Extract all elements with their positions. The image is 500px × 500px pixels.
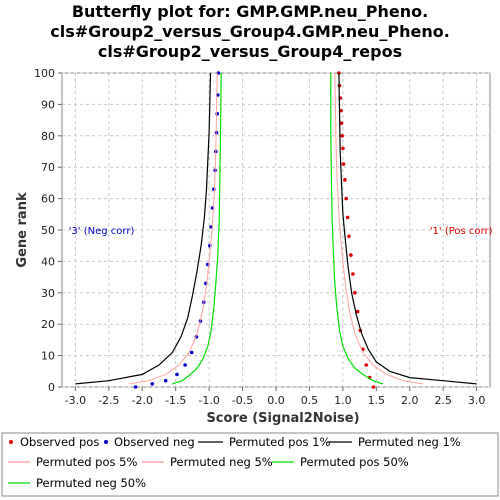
y-tick-label: 100: [34, 67, 55, 80]
data-point-observed-neg: [189, 350, 194, 355]
y-tick-label: 30: [41, 287, 55, 300]
legend-swatch-observed-neg: [104, 440, 108, 444]
data-point-observed-pos: [364, 363, 369, 367]
x-tick-label: -0.5: [232, 394, 253, 407]
data-point-observed-pos: [339, 121, 344, 125]
y-tick-label: 70: [41, 161, 55, 174]
series-line-permuted-neg-50: [172, 72, 222, 385]
x-tick-label: 0.5: [301, 394, 319, 407]
y-tick-label: 20: [41, 318, 55, 331]
x-tick-label: 0.0: [267, 394, 285, 407]
legend-label-permuted-pos-50: Permuted pos 50%: [300, 455, 409, 469]
x-axis-ticks: -3.0 -2.5 -2.0 -1.5 -1.0 -0.5 0.0 0.5 1.0 1.5 2.0 2…: [65, 387, 486, 407]
x-axis-label: Score (Signal2Noise): [206, 411, 359, 426]
annotation-0: '3' (Neg corr): [69, 226, 135, 237]
y-tick-label: 10: [41, 350, 55, 363]
legend-label-permuted-neg-1: Permuted neg 1%: [358, 435, 461, 449]
plot-area: [61, 71, 491, 389]
legend-label-permuted-neg-50: Permuted neg 50%: [36, 476, 146, 490]
x-tick-label: -2.5: [98, 394, 119, 407]
series-line-permuted-pos-50: [330, 73, 384, 385]
data-point-observed-pos: [349, 253, 353, 257]
data-point-observed-pos: [343, 178, 347, 182]
series-layer: [75, 71, 477, 389]
y-tick-label: 80: [41, 130, 55, 143]
x-tick-label: -1.5: [165, 394, 186, 407]
chart-title: Butterfly plot for: GMP.GMP.neu_Pheno. c…: [50, 2, 450, 61]
data-point-observed-pos: [351, 272, 355, 276]
y-tick-label: 0: [48, 381, 55, 394]
y-axis-label: Gene rank: [15, 192, 30, 268]
legend-label-observed-pos: Observed pos: [20, 435, 99, 449]
y-tick-label: 60: [41, 193, 55, 206]
data-point-observed-pos: [347, 234, 351, 239]
series-line-permuted-neg-1: [75, 72, 212, 385]
x-tick-label: -1.0: [198, 394, 219, 407]
data-point-observed-neg: [175, 372, 179, 377]
data-point-observed-neg: [212, 187, 216, 191]
grid-lines: [62, 72, 490, 388]
annotation-1: '1' (Pos corr): [430, 226, 493, 237]
annotations: '3' (Neg corr) '1' (Pos corr): [69, 226, 493, 237]
chart-title-line-2: cls#Group2_versus_Group4.GMP.neu_Pheno.: [50, 22, 450, 41]
data-point-observed-neg: [133, 385, 138, 389]
x-tick-label: 1.5: [368, 394, 386, 407]
legend-swatch-observed-pos: [9, 440, 13, 444]
legend-label-permuted-pos-1: Permuted pos 1%: [229, 435, 330, 449]
chart-title-line-3: cls#Group2_versus_Group4_repos: [98, 42, 402, 61]
y-tick-label: 40: [41, 255, 55, 268]
legend-frame: [1, 432, 499, 497]
x-tick-label: 2.0: [401, 394, 419, 407]
series-line-permuted-pos-1: [338, 72, 477, 385]
legend-label-permuted-pos-5: Permuted pos 5%: [36, 455, 137, 469]
data-point-observed-neg: [150, 382, 155, 386]
data-point-observed-pos: [345, 215, 350, 220]
data-point-observed-pos: [340, 134, 345, 138]
legend: Observed pos Observed neg Permuted pos 1% P…: [1, 432, 499, 497]
data-point-observed-pos: [344, 196, 349, 201]
y-axis-ticks: 0 10 20 30 40 50 60 70 80 90 100: [34, 67, 62, 394]
series-line-permuted-neg-5: [128, 72, 218, 385]
data-point-observed-pos: [355, 309, 360, 314]
x-tick-label: 2.5: [434, 394, 452, 407]
x-tick-label: 3.0: [468, 394, 486, 407]
y-tick-label: 90: [41, 98, 55, 111]
data-point-observed-pos: [371, 385, 376, 389]
y-tick-label: 50: [41, 224, 55, 237]
x-tick-label: -2.0: [132, 394, 153, 407]
data-point-observed-neg: [183, 363, 187, 367]
legend-label-permuted-neg-5: Permuted neg 5%: [170, 455, 273, 469]
series-line-permuted-pos-5: [334, 72, 424, 385]
data-point-observed-pos: [341, 146, 345, 151]
data-point-observed-pos: [341, 162, 346, 166]
data-point-observed-neg: [215, 112, 219, 116]
legend-label-observed-neg: Observed neg: [114, 435, 195, 449]
data-point-observed-neg: [163, 378, 168, 383]
data-point-observed-pos: [353, 291, 357, 295]
x-tick-label: 1.0: [334, 394, 352, 407]
x-tick-label: -3.0: [65, 394, 86, 407]
chart-title-line-1: Butterfly plot for: GMP.GMP.neu_Pheno.: [72, 2, 428, 21]
